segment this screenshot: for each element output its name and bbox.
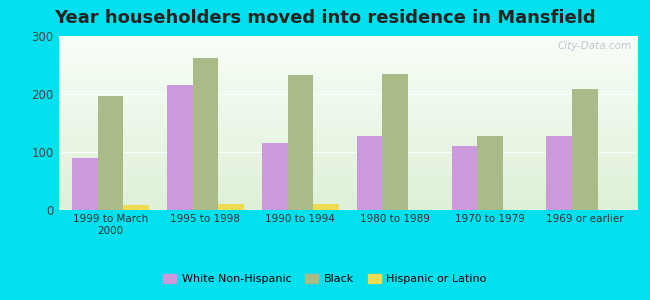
Bar [547,136,572,210]
Bar [287,75,313,210]
Bar [98,96,124,210]
Bar [452,146,477,210]
Bar [192,58,218,210]
Bar [167,85,192,210]
Text: Year householders moved into residence in Mansfield: Year householders moved into residence i… [54,9,596,27]
Bar [357,136,382,210]
Bar [218,204,244,210]
Bar [124,206,149,210]
Bar [382,74,408,210]
Bar [477,136,503,210]
Bar [262,143,287,210]
Legend: White Non-Hispanic, Black, Hispanic or Latino: White Non-Hispanic, Black, Hispanic or L… [159,269,491,288]
Text: City-Data.com: City-Data.com [557,41,631,51]
Bar [72,158,98,210]
Bar [313,204,339,210]
Bar [572,89,597,210]
